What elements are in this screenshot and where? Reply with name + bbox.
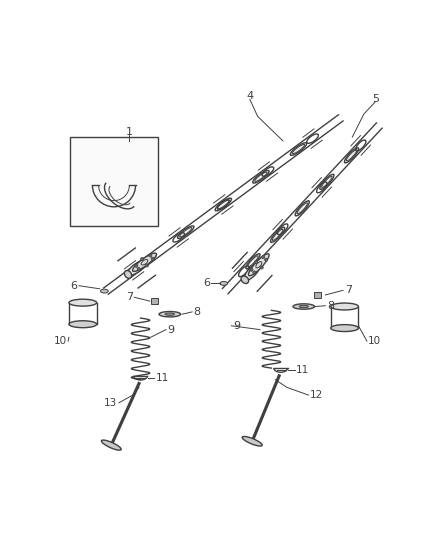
Bar	[151, 298, 158, 304]
Text: 12: 12	[310, 390, 323, 400]
Ellipse shape	[140, 254, 156, 266]
Ellipse shape	[159, 311, 180, 317]
Circle shape	[137, 268, 140, 271]
Circle shape	[265, 258, 268, 261]
Text: 7: 7	[126, 292, 133, 302]
Circle shape	[260, 266, 263, 269]
Text: 6: 6	[203, 278, 210, 288]
Ellipse shape	[253, 171, 269, 183]
Ellipse shape	[290, 143, 307, 156]
Ellipse shape	[248, 254, 269, 276]
Text: 8: 8	[327, 301, 334, 311]
Text: 7: 7	[345, 285, 352, 295]
Circle shape	[135, 264, 138, 268]
Ellipse shape	[331, 325, 358, 332]
Bar	[314, 292, 321, 297]
Ellipse shape	[344, 148, 359, 163]
Ellipse shape	[220, 281, 228, 285]
Circle shape	[141, 257, 144, 261]
Ellipse shape	[299, 305, 308, 308]
Circle shape	[253, 271, 256, 274]
Ellipse shape	[69, 299, 97, 306]
Ellipse shape	[177, 226, 194, 239]
Circle shape	[145, 264, 148, 267]
Text: 9: 9	[233, 321, 240, 331]
Text: 1: 1	[126, 127, 132, 137]
Ellipse shape	[124, 271, 132, 278]
Ellipse shape	[241, 276, 249, 284]
Text: 5: 5	[372, 94, 379, 103]
Ellipse shape	[100, 289, 108, 293]
Ellipse shape	[246, 254, 260, 269]
Ellipse shape	[101, 440, 121, 450]
Ellipse shape	[242, 437, 262, 446]
Ellipse shape	[127, 261, 146, 275]
Text: 13: 13	[104, 398, 117, 408]
Ellipse shape	[165, 313, 174, 316]
Ellipse shape	[69, 321, 97, 328]
Ellipse shape	[331, 303, 358, 310]
Text: 8: 8	[193, 307, 200, 317]
Circle shape	[149, 254, 152, 257]
Text: 11: 11	[296, 366, 309, 375]
Text: 9: 9	[167, 325, 175, 335]
Ellipse shape	[295, 201, 309, 216]
Text: 4: 4	[246, 91, 254, 101]
Text: 6: 6	[71, 281, 78, 290]
Ellipse shape	[293, 304, 314, 309]
Text: 10: 10	[54, 336, 67, 346]
Ellipse shape	[244, 263, 260, 280]
Text: 10: 10	[367, 336, 381, 346]
Ellipse shape	[271, 227, 285, 243]
Circle shape	[250, 268, 253, 271]
Bar	[70, 137, 158, 225]
Text: 11: 11	[156, 373, 169, 383]
Circle shape	[151, 257, 154, 260]
Ellipse shape	[133, 253, 156, 271]
Ellipse shape	[215, 198, 232, 211]
Circle shape	[254, 261, 258, 264]
Ellipse shape	[320, 174, 334, 189]
Circle shape	[261, 255, 265, 259]
